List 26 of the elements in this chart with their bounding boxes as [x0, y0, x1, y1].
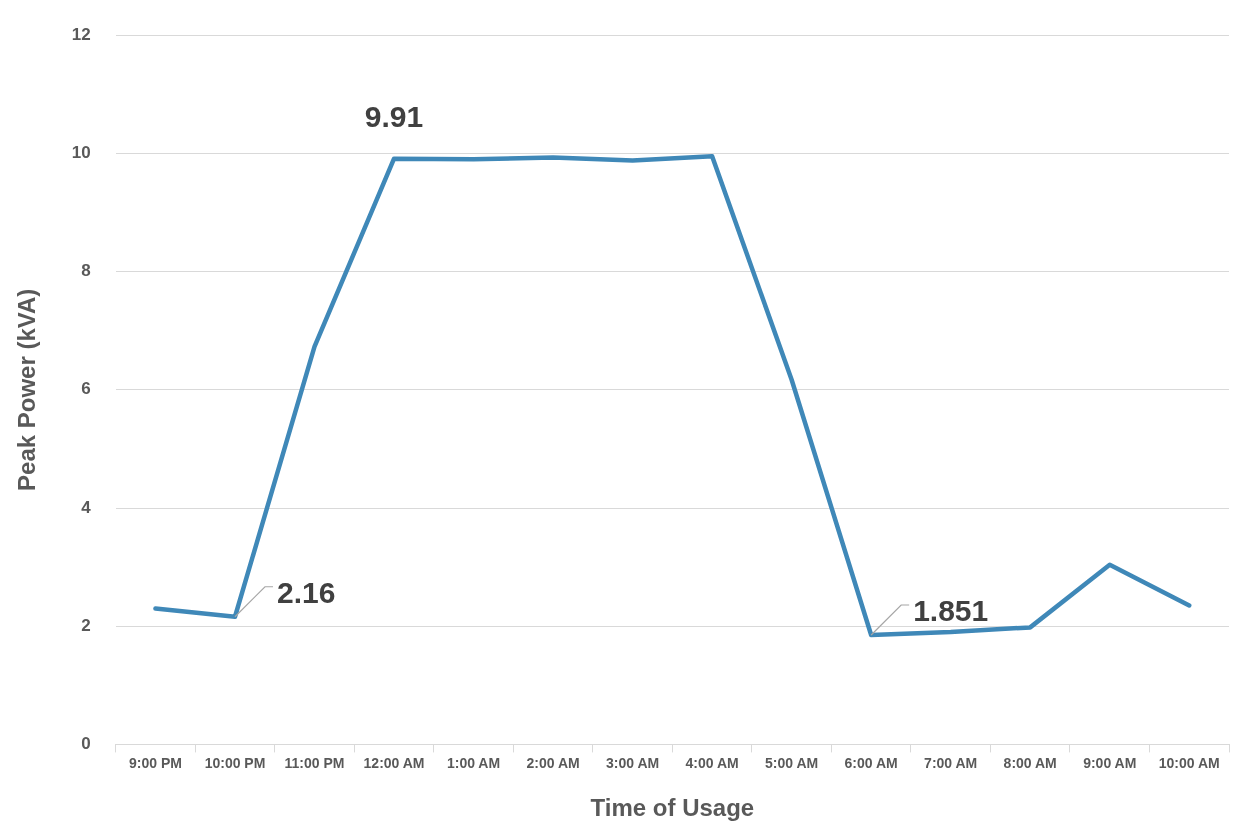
x-tick-label: 3:00 AM	[606, 754, 660, 771]
x-tick-label: 4:00 AM	[685, 754, 739, 771]
x-tick-label: 10:00 AM	[1158, 754, 1220, 771]
y-tick-label: 2	[81, 615, 91, 635]
x-tick-label: 5:00 AM	[765, 754, 819, 771]
y-axis-title: Peak Power (kVA)	[13, 288, 41, 491]
y-tick-label: 10	[71, 143, 91, 163]
x-tick-label: 9:00 AM	[1083, 754, 1137, 771]
x-tick-label: 8:00 AM	[1003, 754, 1057, 771]
x-tick-label: 6:00 AM	[844, 754, 898, 771]
x-tick-label: 9:00 PM	[129, 754, 182, 771]
data-label: 9.91	[364, 99, 424, 133]
x-tick-label: 7:00 AM	[924, 754, 978, 771]
y-tick-label: 4	[81, 497, 92, 517]
x-tick-label: 2:00 AM	[526, 754, 580, 771]
x-tick-label: 10:00 PM	[204, 754, 266, 771]
data-label: 2.16	[276, 576, 336, 610]
y-tick-label: 12	[71, 24, 91, 44]
x-tick-label: 1:00 AM	[446, 754, 501, 771]
y-tick-label: 6	[81, 379, 91, 399]
y-tick-label: 8	[81, 261, 91, 281]
x-tick-label: 12:00 AM	[363, 754, 425, 771]
y-tick-label: 0	[81, 734, 91, 754]
data-label: 1.851	[913, 594, 989, 628]
x-tick-label: 11:00 PM	[284, 754, 345, 771]
x-axis-title: Time of Usage	[590, 794, 755, 822]
